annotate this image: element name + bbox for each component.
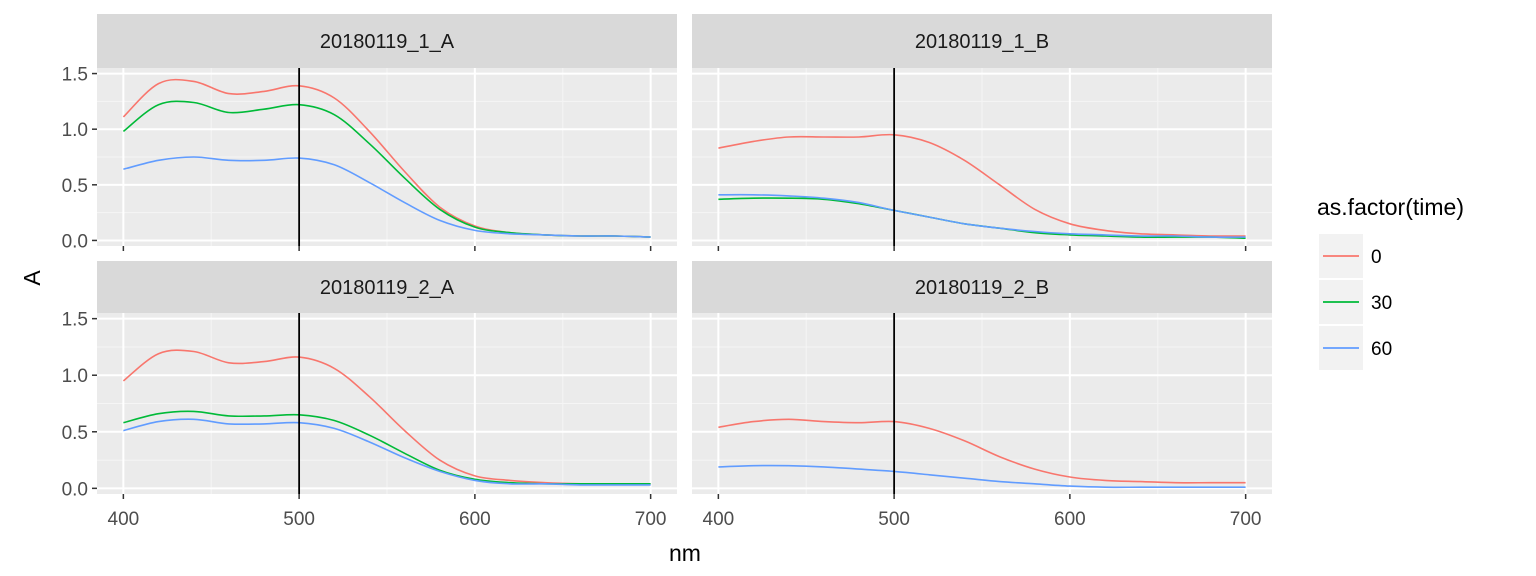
facet-panel: 20180119_1_A (97, 14, 677, 246)
facet-panel: 20180119_2_B (692, 261, 1272, 494)
y-tick-label: 0.5 (62, 176, 88, 197)
y-tick-label: 1.5 (62, 310, 88, 331)
legend-label: 60 (1371, 339, 1392, 360)
legend-keys: 0 30 60 (1319, 234, 1392, 370)
facet-strip-label: 20180119_1_B (915, 31, 1049, 53)
facet-strip-label: 20180119_2_B (915, 277, 1049, 299)
y-tick-label: 1.0 (62, 366, 88, 387)
series-line-60 (123, 418, 651, 486)
y-tick-label: 0.5 (62, 423, 88, 444)
legend: as.factor(time) 0 30 60 (1317, 194, 1464, 370)
panels-layer: 20180119_1_A 20180119_1_B 20180119_2_A 2018… (97, 14, 1272, 494)
axes-layer: 0.0 0.5 1.0 1.5 0.0 0.5 1.0 1.5 400 500 600 700 400 5… (62, 65, 1262, 530)
y-tick-label: 1.0 (62, 120, 88, 141)
series-line-60 (718, 193, 1246, 238)
series-line-60 (123, 156, 651, 238)
y-tick-label: 0.0 (62, 231, 88, 252)
facet-strip-label: 20180119_1_A (320, 31, 455, 53)
x-tick-label: 400 (703, 509, 735, 530)
facet-panel: 20180119_1_B (692, 14, 1272, 246)
facet-strip-label: 20180119_2_A (320, 277, 455, 299)
series-line-0 (718, 133, 1246, 237)
x-tick-label: 400 (108, 509, 140, 530)
legend-label: 30 (1371, 293, 1392, 314)
series-line-60 (718, 464, 1246, 489)
facet-strip (97, 14, 677, 68)
x-tick-label: 700 (635, 509, 667, 530)
facet-panel: 20180119_2_A (97, 261, 677, 494)
y-tick-label: 0.0 (62, 479, 88, 500)
x-tick-label: 500 (878, 509, 910, 530)
facet-strip (97, 261, 677, 313)
series-line-0 (718, 418, 1246, 484)
x-tick-label: 600 (459, 509, 491, 530)
y-tick-label: 1.5 (62, 65, 88, 86)
x-tick-label: 700 (1230, 509, 1262, 530)
legend-label: 0 (1371, 247, 1382, 268)
legend-title: as.factor(time) (1317, 194, 1464, 220)
x-axis-title: nm (669, 540, 701, 566)
x-tick-label: 500 (283, 509, 315, 530)
facet-strip (692, 261, 1272, 313)
x-tick-label: 600 (1054, 509, 1086, 530)
y-axis-title: A (19, 270, 45, 286)
facet-strip (692, 14, 1272, 68)
